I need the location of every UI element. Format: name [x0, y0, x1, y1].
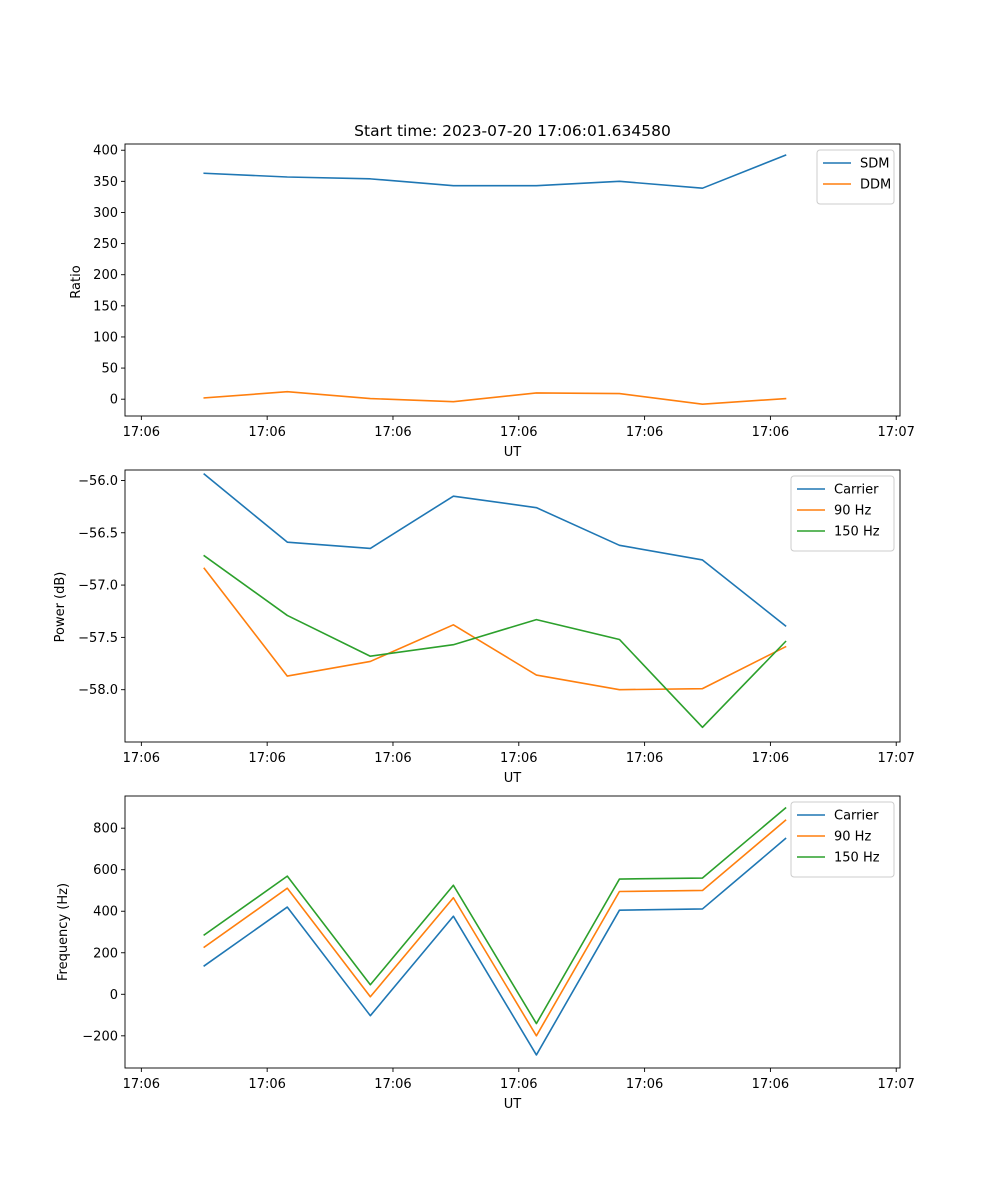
series-line-carrier: [203, 473, 787, 628]
legend-label: Carrier: [834, 809, 879, 824]
y-axis-title: Ratio: [69, 265, 84, 298]
series-line-carrier: [203, 837, 787, 1056]
x-tick-label: 17:06: [374, 1077, 411, 1092]
x-tick-label: 17:06: [248, 1077, 285, 1092]
legend-label: Carrier: [834, 483, 879, 498]
legend-label: DDM: [860, 178, 891, 193]
x-axis-title: UT: [504, 1097, 522, 1112]
y-tick-label: 600: [93, 863, 118, 878]
x-tick-label: 17:06: [500, 1077, 537, 1092]
x-tick-label: 17:06: [752, 751, 789, 766]
x-tick-label: 17:06: [626, 425, 663, 440]
x-tick-label: 17:06: [123, 751, 160, 766]
power-panel: UT Power (dB) 17:06 17:06 17:06 17:06 17:06 1…: [53, 469, 915, 786]
y-tick-label: −200: [82, 1029, 118, 1044]
x-tick-label: 17:06: [752, 1077, 789, 1092]
y-tick-label: 800: [93, 822, 118, 837]
y-tick-label: −57.5: [78, 631, 118, 646]
x-tick-label: 17:07: [877, 425, 914, 440]
x-tick-label: 17:06: [123, 425, 160, 440]
series-line-ddm: [203, 390, 787, 405]
x-tick-label: 17:07: [877, 1077, 914, 1092]
plot-area-power: 17:06 17:06 17:06 17:06 17:06 17:06 17:07 −58.0…: [78, 469, 915, 766]
frequency-panel: UT Frequency (Hz) 17:06 17:06 17:06 17:06 17…: [56, 795, 915, 1112]
legend-label: 90 Hz: [834, 504, 871, 519]
plot-area-frequency: 17:06 17:06 17:06 17:06 17:06 17:06 17:07 −200 0…: [82, 795, 915, 1092]
x-tick-label: 17:06: [248, 425, 285, 440]
series-line-90-hz: [203, 819, 787, 1037]
x-tick-label: 17:07: [877, 751, 914, 766]
x-axis-title: UT: [504, 771, 522, 786]
y-tick-label: 100: [93, 330, 118, 345]
axes-frame: [124, 143, 901, 417]
y-axis-title: Power (dB): [53, 572, 68, 643]
legend: SDM DDM: [816, 149, 895, 205]
x-axis-title: UT: [504, 445, 522, 460]
y-tick-label: 350: [93, 175, 118, 190]
series-line-90-hz: [203, 567, 787, 691]
legend-box: [790, 475, 895, 552]
x-tick-label: 17:06: [248, 751, 285, 766]
y-tick-label: 0: [110, 393, 118, 408]
x-tick-label: 17:06: [752, 425, 789, 440]
y-tick-label: −57.0: [78, 579, 118, 594]
series-line-150-hz: [203, 806, 787, 1025]
x-tick-label: 17:06: [374, 751, 411, 766]
legend-label: SDM: [860, 157, 889, 172]
y-tick-label: 150: [93, 299, 118, 314]
y-tick-label: 250: [93, 237, 118, 252]
legend-label: 90 Hz: [834, 830, 871, 845]
ratio-panel: Start time: 2023-07-20 17:06:01.634580 U…: [69, 122, 915, 460]
y-tick-label: 200: [93, 946, 118, 961]
y-tick-label: 0: [110, 988, 118, 1003]
legend-label: 150 Hz: [834, 525, 880, 540]
x-tick-label: 17:06: [374, 425, 411, 440]
plot-area-ratio: 17:06 17:06 17:06 17:06 17:06 17:06 17:07 0 50 10…: [93, 143, 915, 440]
chart-title: Start time: 2023-07-20 17:06:01.634580: [354, 122, 671, 140]
axes-frame: [124, 469, 901, 743]
y-tick-label: 200: [93, 268, 118, 283]
series-line-sdm: [203, 154, 787, 189]
x-tick-label: 17:06: [626, 1077, 663, 1092]
y-tick-label: 300: [93, 206, 118, 221]
y-tick-label: −56.0: [78, 474, 118, 489]
x-tick-label: 17:06: [500, 425, 537, 440]
y-tick-label: 400: [93, 905, 118, 920]
legend-label: 150 Hz: [834, 851, 880, 866]
y-tick-label: 400: [93, 144, 118, 159]
x-tick-label: 17:06: [123, 1077, 160, 1092]
axes-frame: [124, 795, 901, 1069]
series-line-150-hz: [203, 554, 787, 729]
legend-box: [790, 801, 895, 878]
y-tick-label: −58.0: [78, 683, 118, 698]
x-tick-label: 17:06: [500, 751, 537, 766]
legend: Carrier 90 Hz 150 Hz: [790, 801, 895, 878]
y-axis-title: Frequency (Hz): [56, 883, 71, 981]
x-tick-label: 17:06: [626, 751, 663, 766]
y-tick-label: −56.5: [78, 526, 118, 541]
y-tick-label: 50: [101, 362, 118, 377]
legend: Carrier 90 Hz 150 Hz: [790, 475, 895, 552]
